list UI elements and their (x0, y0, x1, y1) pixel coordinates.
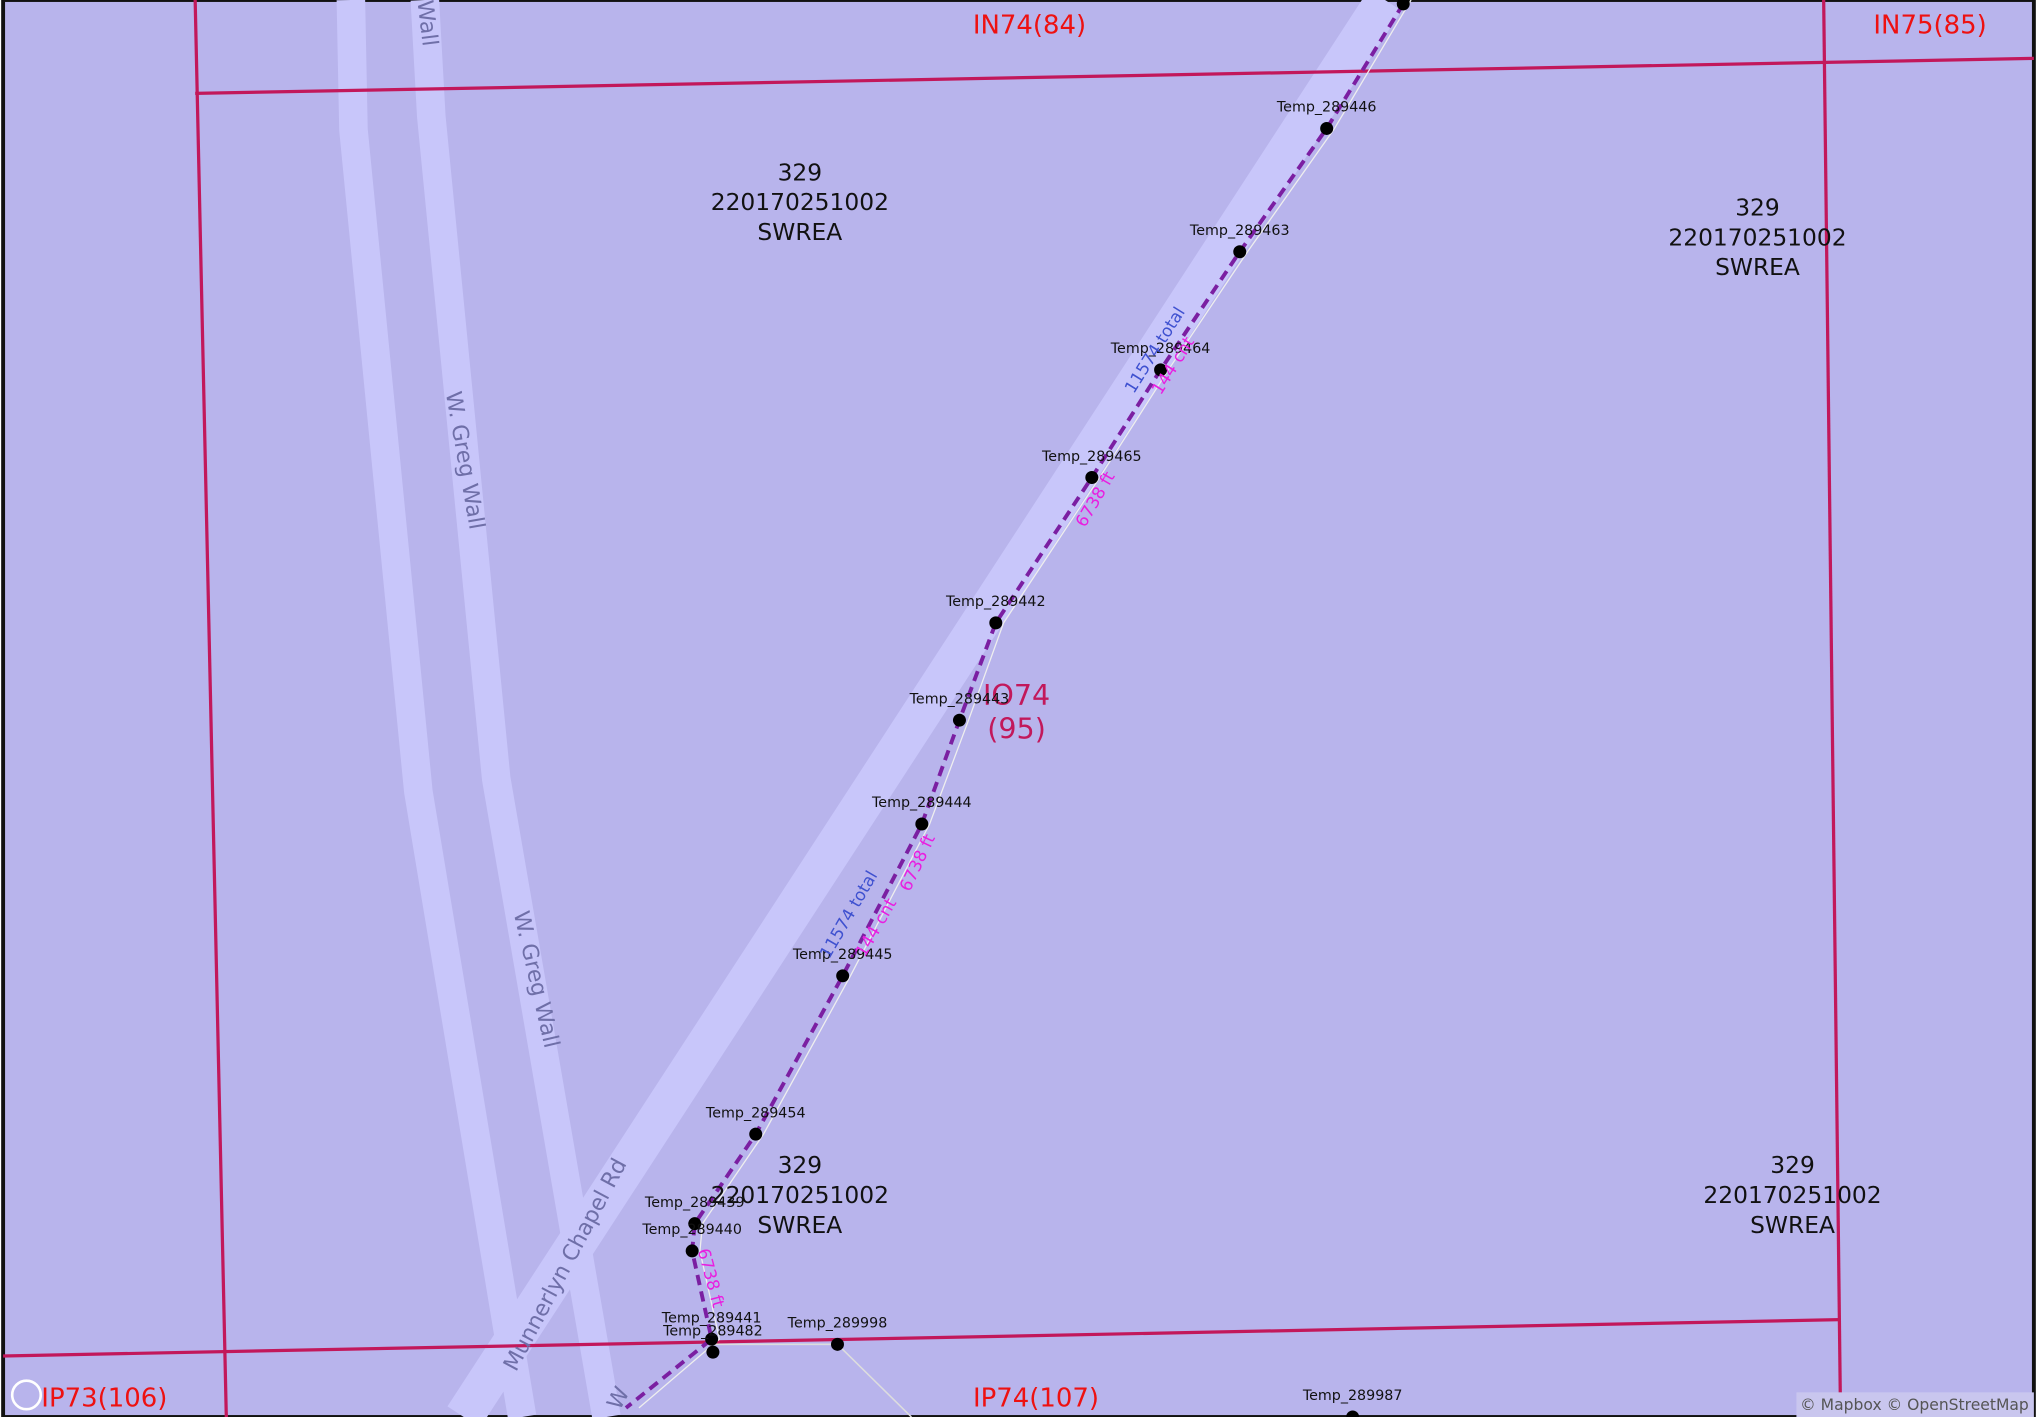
roads (336, 0, 1402, 1417)
node-point[interactable] (749, 1127, 763, 1141)
node-point[interactable] (1320, 121, 1334, 135)
node-point[interactable] (688, 1217, 702, 1231)
node-point[interactable] (1085, 471, 1099, 485)
parcel-label: SWREA (1715, 253, 1800, 281)
node-label: Temp_289443 (909, 691, 1010, 707)
parcel-label: 329 (1735, 193, 1780, 221)
grid-label: (95) (987, 713, 1046, 746)
grid-line (3, 1318, 1840, 1358)
node-label: Temp_289482 (662, 1323, 763, 1339)
grid-label: IP73(106) (41, 1383, 167, 1413)
node-label: Temp_289440 (641, 1222, 742, 1238)
node-label: Temp_289441 (661, 1310, 762, 1326)
parcel-label: SWREA (757, 218, 842, 246)
grid-lines (3, 0, 2034, 1417)
node-label: Temp_289442 (945, 594, 1046, 610)
node-label: Temp_289439 (644, 1195, 745, 1211)
parcel-label: 220170251002 (1668, 223, 1846, 251)
cable-line (638, 0, 1412, 1409)
node-point[interactable] (1396, 0, 1410, 11)
parcel-label: SWREA (757, 1211, 842, 1239)
node-label: Temp_289464 (1110, 341, 1211, 357)
node-label: Temp_289998 (787, 1316, 888, 1332)
node-point[interactable] (705, 1332, 719, 1346)
node-point[interactable] (1233, 245, 1247, 259)
grid-label: IO74 (983, 679, 1050, 712)
grid-line (1822, 0, 1843, 1417)
grid-line (195, 56, 2034, 96)
node-point[interactable] (915, 817, 929, 831)
parcel-label: 220170251002 (711, 1181, 889, 1209)
grid-label: IN74(84) (973, 10, 1086, 40)
node-label: Temp_289463 (1189, 223, 1290, 239)
grid-label: IN75(85) (1873, 10, 1986, 40)
road (447, 0, 1402, 1417)
node-point[interactable] (830, 1337, 844, 1351)
parcel-label: SWREA (1750, 1211, 1835, 1239)
attribution-box (1796, 1392, 2034, 1417)
parcel-label: 220170251002 (711, 188, 889, 216)
node-label: Temp_289444 (871, 795, 972, 811)
node-point[interactable] (706, 1345, 720, 1359)
road-label: Wall (411, 0, 441, 48)
mapbox-logo[interactable] (10, 1379, 43, 1411)
node-point[interactable] (952, 713, 966, 727)
node-label: Temp_289465 (1041, 449, 1142, 465)
grid-label: IP74(107) (973, 1383, 1099, 1413)
parcel-label: 329 (778, 158, 823, 186)
parcel-label: 329 (1770, 1151, 1815, 1179)
node-label: Temp_289987 (1302, 1388, 1403, 1404)
node-label: Temp_289446 (1276, 100, 1377, 116)
node-point[interactable] (989, 616, 1003, 630)
node-point[interactable] (1154, 363, 1168, 377)
road (336, 0, 537, 1417)
road (410, 0, 621, 1417)
node-label: Temp_289454 (705, 1105, 806, 1121)
parcel-label: 329 (778, 1151, 823, 1179)
node-point[interactable] (836, 969, 850, 983)
node-label: Temp_289445 (792, 947, 893, 963)
node-point[interactable] (685, 1244, 699, 1258)
parcel-label: 220170251002 (1703, 1181, 1881, 1209)
node-point[interactable] (1346, 1410, 1360, 1417)
attribution[interactable]: © Mapbox © OpenStreetMap (1800, 1396, 2029, 1414)
grid-line (193, 0, 228, 1417)
